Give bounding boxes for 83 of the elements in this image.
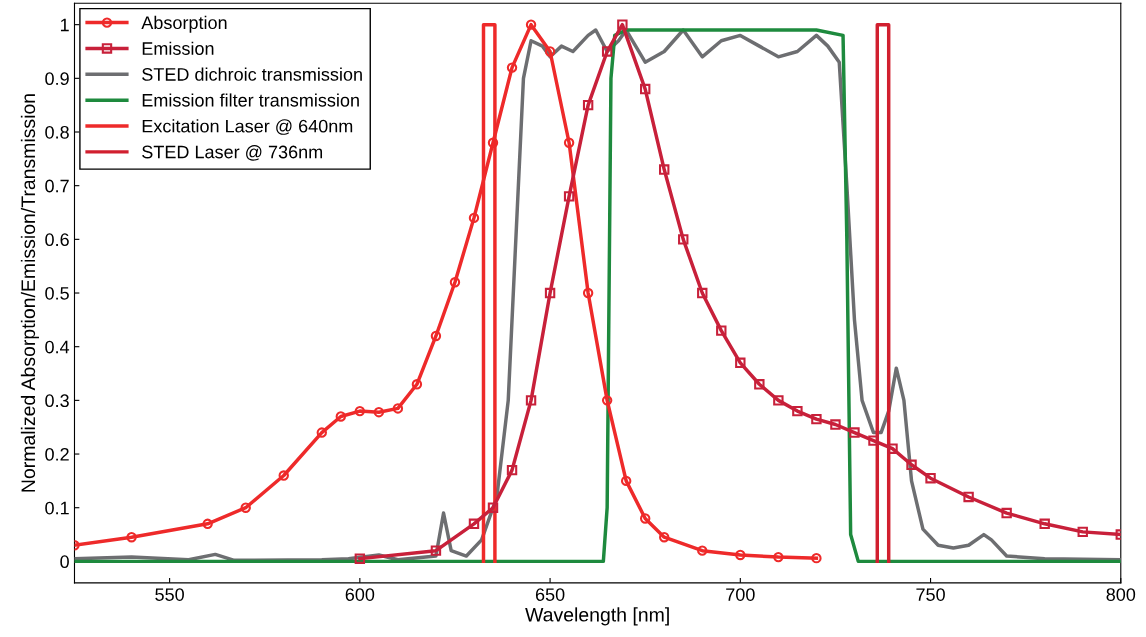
y-tick-label: 0.8 bbox=[45, 125, 69, 139]
point bbox=[617, 19, 628, 30]
point bbox=[468, 518, 480, 530]
x-tick-label: 600 bbox=[345, 588, 375, 601]
point bbox=[1039, 518, 1050, 530]
point bbox=[620, 475, 632, 487]
point bbox=[506, 464, 518, 476]
legend-label: Excitation Laser @ 640nm bbox=[142, 119, 353, 135]
point bbox=[659, 532, 670, 543]
y-axis-title: Normalized Absorption/Emission/Transmission bbox=[20, 94, 39, 492]
point bbox=[773, 551, 784, 563]
point bbox=[811, 552, 822, 564]
legend-label: STED dichroic transmission bbox=[142, 67, 362, 81]
point bbox=[887, 443, 898, 454]
y-tick-label: 0.2 bbox=[45, 447, 69, 461]
legend-label: Emission filter transmission bbox=[142, 93, 359, 107]
point bbox=[639, 83, 651, 95]
x-tick-label: 650 bbox=[535, 588, 565, 601]
point bbox=[697, 287, 708, 299]
x-tick-label: 800 bbox=[1106, 588, 1136, 601]
point bbox=[544, 46, 556, 57]
point bbox=[716, 325, 727, 336]
legend-label: STED Laser @ 736nm bbox=[142, 145, 323, 161]
point bbox=[316, 427, 327, 438]
point bbox=[830, 419, 841, 430]
point bbox=[563, 191, 575, 202]
point bbox=[430, 330, 442, 342]
point bbox=[925, 472, 936, 484]
point bbox=[240, 502, 251, 513]
y-tick-label: 0.3 bbox=[45, 394, 69, 408]
point bbox=[487, 137, 499, 148]
point bbox=[126, 532, 137, 543]
point bbox=[601, 395, 613, 406]
point bbox=[411, 379, 423, 390]
point bbox=[735, 357, 746, 368]
point bbox=[582, 287, 594, 299]
point bbox=[468, 212, 480, 224]
point bbox=[659, 164, 670, 175]
point bbox=[963, 491, 974, 503]
legend-label: Absorption bbox=[141, 15, 227, 33]
y-tick-label: 0.1 bbox=[45, 501, 69, 515]
point bbox=[563, 137, 575, 148]
point bbox=[678, 234, 689, 245]
point bbox=[354, 553, 366, 564]
point bbox=[811, 413, 822, 425]
point bbox=[792, 405, 803, 417]
y-tick-label: 1 bbox=[60, 18, 69, 32]
point bbox=[849, 427, 860, 438]
point bbox=[506, 62, 518, 73]
point bbox=[697, 545, 708, 556]
point bbox=[449, 277, 461, 288]
point bbox=[582, 99, 594, 111]
point bbox=[202, 518, 213, 530]
y-tick-label: 0.4 bbox=[45, 340, 70, 354]
y-tick-label: 0.9 bbox=[45, 72, 69, 86]
y-tick-label: 0 bbox=[60, 555, 69, 569]
point bbox=[373, 406, 385, 418]
y-tick-label: 0.6 bbox=[45, 233, 69, 247]
point bbox=[639, 513, 651, 524]
x-tick-label: 750 bbox=[916, 588, 945, 601]
point bbox=[544, 287, 556, 299]
point bbox=[1001, 507, 1012, 519]
y-tick-label: 0.5 bbox=[45, 286, 69, 300]
point bbox=[487, 502, 499, 513]
point bbox=[868, 435, 879, 446]
point bbox=[392, 403, 404, 414]
point bbox=[430, 545, 442, 556]
point bbox=[735, 549, 746, 561]
point bbox=[754, 379, 765, 390]
legend-label: Emission bbox=[142, 41, 214, 55]
point bbox=[525, 19, 537, 30]
point bbox=[1077, 526, 1088, 538]
x-tick-label: 700 bbox=[726, 588, 755, 601]
x-tick-label: 550 bbox=[155, 588, 184, 601]
point bbox=[601, 46, 613, 57]
point bbox=[773, 395, 784, 406]
point bbox=[278, 470, 289, 481]
x-axis-title: Wavelength [nm] bbox=[525, 607, 669, 626]
point bbox=[335, 411, 347, 422]
point bbox=[354, 405, 366, 417]
point bbox=[906, 459, 917, 470]
y-tick-label: 0.7 bbox=[45, 179, 69, 193]
point bbox=[525, 395, 537, 406]
